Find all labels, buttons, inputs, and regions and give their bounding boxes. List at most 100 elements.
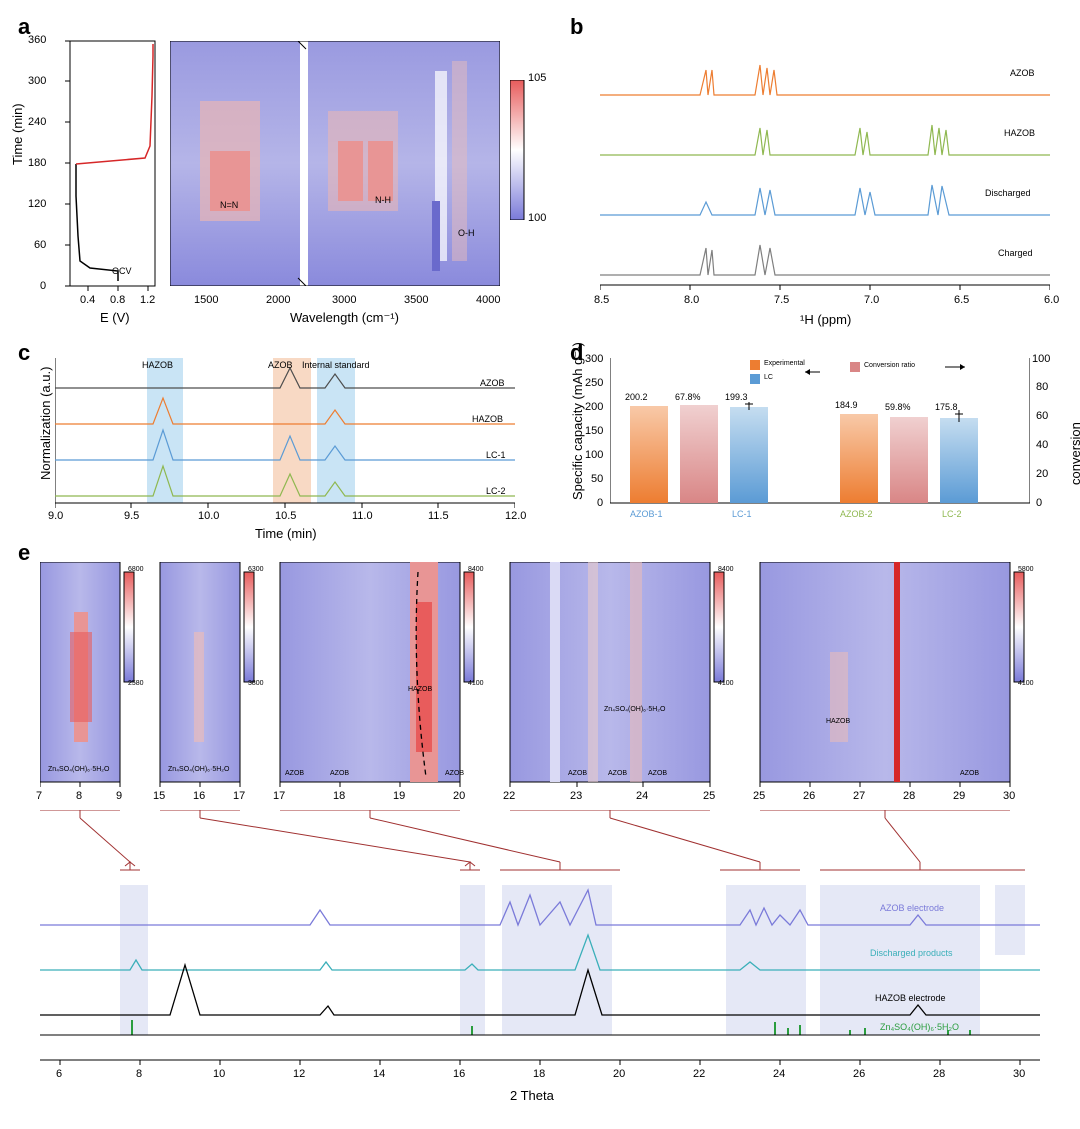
a-anno-nn: N=N xyxy=(220,200,238,210)
panel-a-curve xyxy=(40,36,160,316)
e-x-30: 30 xyxy=(1013,1068,1025,1080)
a-y-tick-240: 240 xyxy=(28,116,46,128)
d-xl-3: LC-2 xyxy=(942,509,962,519)
d-dl-4: 59.8% xyxy=(885,402,911,412)
e-x-10: 10 xyxy=(213,1068,225,1080)
d-xl-1: LC-1 xyxy=(732,509,752,519)
a-ylabel-time: Time (min) xyxy=(10,103,25,165)
e-hm3-anno-a2: AZOB xyxy=(330,770,349,777)
e-hm4-anno: Zn₄SO₄(OH)₆·5H₂O xyxy=(604,706,665,713)
d-xl-2: AZOB-2 xyxy=(840,509,873,519)
e-hm4-anno-a: AZOB xyxy=(568,770,587,777)
e-hm1-9: 9 xyxy=(116,790,122,802)
c-leg-0: AZOB xyxy=(480,378,505,388)
d-yr-100: 100 xyxy=(1032,353,1050,365)
c-anno-internal: Internal standard xyxy=(302,360,370,370)
d-yr-60: 60 xyxy=(1036,410,1048,422)
panel-b-label: b xyxy=(570,14,583,40)
e-hm2-anno: Zn₄SO₄(OH)₆·5H₂O xyxy=(168,766,229,773)
a-hm-xlabel: Wavelength (cm⁻¹) xyxy=(290,310,399,326)
e-hm4-22: 22 xyxy=(503,790,515,802)
b-x-80: 8.0 xyxy=(684,294,699,306)
panel-c-lc xyxy=(55,358,515,518)
e-xrd-disch: Discharged products xyxy=(870,948,953,958)
e-hm3-anno-a: AZOB xyxy=(285,770,304,777)
e-hm1-anno: Zn₄SO₄(OH)₆·5H₂O xyxy=(48,766,109,773)
c-leg-3: LC-2 xyxy=(486,486,506,496)
e-hm1-8: 8 xyxy=(76,790,82,802)
d-yl-150: 150 xyxy=(585,425,603,437)
c-x-105: 10.5 xyxy=(275,510,296,522)
e-x-16: 16 xyxy=(453,1068,465,1080)
b-x-65: 6.5 xyxy=(954,294,969,306)
panel-e-heatmaps xyxy=(40,562,1040,822)
a-hm-3500: 3500 xyxy=(404,294,428,306)
panel-a-heatmap xyxy=(170,41,500,286)
e-hm4-anno-a2: AZOB xyxy=(608,770,627,777)
e-cb5-min: 4100 xyxy=(1018,680,1034,687)
a-anno-nh: N-H xyxy=(375,195,391,205)
a-x-12: 1.2 xyxy=(140,294,155,306)
e-cb4-max: 8400 xyxy=(718,566,734,573)
e-hm5-25: 25 xyxy=(753,790,765,802)
d-yl-label: Specific capacity (mAh g⁻¹) xyxy=(570,342,586,500)
e-hm3-17: 17 xyxy=(273,790,285,802)
a-hm-2000: 2000 xyxy=(266,294,290,306)
b-x-70: 7.0 xyxy=(864,294,879,306)
e-hm3-anno-a3: AZOB xyxy=(445,770,464,777)
e-hm5-30: 30 xyxy=(1003,790,1015,802)
a-x-04: 0.4 xyxy=(80,294,95,306)
panel-c-label: c xyxy=(18,340,30,366)
e-x-26: 26 xyxy=(853,1068,865,1080)
e-xrd-hazob: HAZOB electrode xyxy=(875,993,946,1003)
d-leg-1: LC xyxy=(764,374,773,381)
e-hm3-20: 20 xyxy=(453,790,465,802)
panel-e-label: e xyxy=(18,540,30,566)
c-x-100: 10.0 xyxy=(198,510,219,522)
e-x-22: 22 xyxy=(693,1068,705,1080)
d-yl-50: 50 xyxy=(591,473,603,485)
c-anno-hazob: HAZOB xyxy=(142,360,173,370)
d-yl-300: 300 xyxy=(585,353,603,365)
d-yr-40: 40 xyxy=(1036,439,1048,451)
d-yl-100: 100 xyxy=(585,449,603,461)
a-y-tick-300: 300 xyxy=(28,75,46,87)
e-hm5-28: 28 xyxy=(903,790,915,802)
b-t2: Discharged xyxy=(985,188,1031,198)
e-hm4-24: 24 xyxy=(636,790,648,802)
e-hm2-15: 15 xyxy=(153,790,165,802)
e-x-20: 20 xyxy=(613,1068,625,1080)
a-hm-3000: 3000 xyxy=(332,294,356,306)
e-cb5-max: 5800 xyxy=(1018,566,1034,573)
d-xl-0: AZOB-1 xyxy=(630,509,663,519)
c-xlabel: Time (min) xyxy=(255,526,317,541)
c-leg-1: HAZOB xyxy=(472,414,503,424)
b-x-75: 7.5 xyxy=(774,294,789,306)
e-xrd-zn: Zn₄SO₄(OH)₆·5H₂O xyxy=(880,1022,959,1032)
e-x-8: 8 xyxy=(136,1068,142,1080)
b-xlabel: ¹H (ppm) xyxy=(800,312,851,327)
a-y-tick-60: 60 xyxy=(34,239,46,251)
e-hm4-anno-a3: AZOB xyxy=(648,770,667,777)
e-hm3-18: 18 xyxy=(333,790,345,802)
d-dl-2: 199.3 xyxy=(725,392,748,402)
a-y-tick-180: 180 xyxy=(28,157,46,169)
panel-a-colorbar xyxy=(510,80,538,220)
b-t1: HAZOB xyxy=(1004,128,1035,138)
e-xrd-azob: AZOB electrode xyxy=(880,903,944,913)
e-hm5-anno-h: HAZOB xyxy=(826,718,850,725)
c-x-90: 9.0 xyxy=(48,510,63,522)
a-cb-max: 105 xyxy=(528,72,546,84)
d-yl-250: 250 xyxy=(585,377,603,389)
e-hm4-25: 25 xyxy=(703,790,715,802)
e-hm4-23: 23 xyxy=(570,790,582,802)
e-hm2-17: 17 xyxy=(233,790,245,802)
c-ylabel: Normalization (a.u.) xyxy=(38,367,53,480)
e-cb1-max: 6800 xyxy=(128,566,144,573)
e-x-12: 12 xyxy=(293,1068,305,1080)
d-dl-5: 175.8 xyxy=(935,402,958,412)
e-cb4-min: 4100 xyxy=(718,680,734,687)
c-anno-azob: AZOB xyxy=(268,360,293,370)
d-yr-label: conversion ratio (%) xyxy=(1068,422,1080,485)
b-x-85: 8.5 xyxy=(594,294,609,306)
